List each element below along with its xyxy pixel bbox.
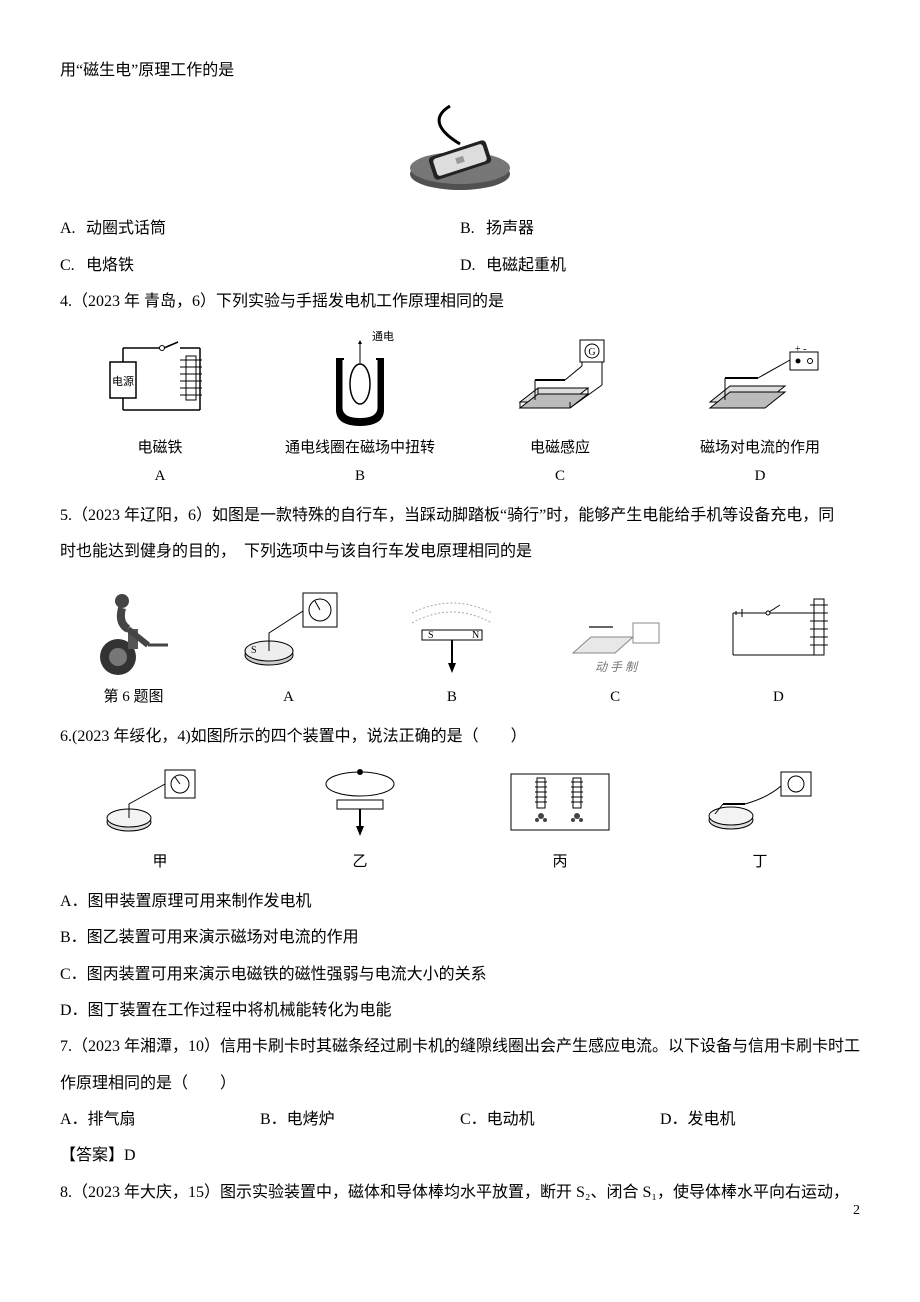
q4-figA-caption: 电磁铁	[60, 434, 260, 463]
q4-figB-letter: B	[260, 462, 460, 491]
q5-figD: D	[697, 583, 860, 712]
q4-figB-caption: 通电线圈在磁场中扭转	[260, 434, 460, 463]
q5-figA-letter: A	[207, 683, 370, 712]
q5-stem-l2: 时也能达到健身的目的， 下列选项中与该自行车发电原理相同的是	[60, 537, 860, 567]
q6-figures: 甲 乙 丙	[60, 764, 860, 877]
force-on-current-icon: + -	[690, 330, 830, 430]
svg-text:S: S	[428, 630, 434, 641]
svg-text:G: G	[588, 347, 595, 358]
q6-fig4: 丁	[660, 764, 860, 877]
q6-fig3-icon	[495, 764, 625, 844]
q3-optB-text: 扬声器	[486, 220, 534, 237]
q6-stem: 6.(2023 年绥化，4)如图所示的四个装置中，说法正确的是（ ）	[60, 722, 860, 752]
q4-figD: + - 磁场对电流的作用 D	[660, 330, 860, 491]
q5-figC-letter: C	[533, 683, 696, 712]
q7-optB: B．电烤炉	[260, 1105, 460, 1135]
q6-fig3: 丙	[460, 764, 660, 877]
electromagnet-icon: 电源	[90, 330, 230, 430]
svg-text:电源: 电源	[112, 374, 134, 388]
q7-answer: 【答案】D	[60, 1141, 860, 1171]
q4-figA-letter: A	[60, 462, 260, 491]
coil-in-field-icon: 通电	[290, 330, 430, 430]
svg-text:N: N	[472, 630, 479, 641]
q4-figB: 通电 通电线圈在磁场中扭转 B	[260, 330, 460, 491]
q7-optC: C．电动机	[460, 1105, 660, 1135]
q6-fig1-icon	[95, 764, 225, 844]
figure-wireless-charger	[60, 98, 860, 198]
q3-row1: A.动圈式话筒 B.扬声器	[60, 214, 860, 244]
q6-cap2: 乙	[260, 848, 460, 877]
q6-cap3: 丙	[460, 848, 660, 877]
q5-stem-l1: 5.（2023 年辽阳，6）如图是一款特殊的自行车，当踩动脚踏板“骑行”时，能够…	[60, 501, 860, 531]
q5-bike-caption: 第 6 题图	[60, 683, 207, 712]
q5-optD-icon	[718, 583, 838, 683]
q4-figD-caption: 磁场对电流的作用	[660, 434, 860, 463]
q3-option-b: B.扬声器	[460, 214, 860, 244]
exercise-bike-icon	[78, 579, 188, 679]
q5-optC-icon: 动 手 制	[555, 583, 675, 683]
svg-text:通电: 通电	[372, 330, 394, 343]
q3-optD-text: 电磁起重机	[486, 257, 566, 274]
q5-figB: S N B	[370, 583, 533, 712]
q4-figC-caption: 电磁感应	[460, 434, 660, 463]
intro-line: 用“磁生电”原理工作的是	[60, 56, 860, 86]
q5-figD-letter: D	[697, 683, 860, 712]
q6-optA: A．图甲装置原理可用来制作发电机	[60, 887, 860, 917]
q7-stem-l1: 7.（2023 年湘潭，10）信用卡刷卡时其磁条经过刷卡机的缝隙线圈出会产生感应…	[60, 1032, 860, 1062]
q6-cap1: 甲	[60, 848, 260, 877]
q4-figC: G 电磁感应 C	[460, 330, 660, 491]
q5-optA-icon: S	[229, 583, 349, 683]
q3-row2: C.电烙铁 D.电磁起重机	[60, 251, 860, 281]
q5-bike: 第 6 题图	[60, 579, 207, 712]
q6-optD: D．图丁装置在工作过程中将机械能转化为电能	[60, 996, 860, 1026]
q3-option-a: A.动圈式话筒	[60, 214, 460, 244]
wireless-charger-icon	[390, 98, 530, 198]
q4-figA: 电源 电磁铁 A	[60, 330, 260, 491]
q6-fig4-icon	[695, 764, 825, 844]
q4-figures: 电源 电磁铁 A 通电 通电	[60, 330, 860, 491]
q3-optA-text: 动圈式话筒	[86, 220, 166, 237]
svg-text:动 手 制: 动 手 制	[595, 660, 639, 674]
q5-figC: 动 手 制 C	[533, 583, 696, 712]
em-induction-icon: G	[490, 330, 630, 430]
q7-optA: A．排气扇	[60, 1105, 260, 1135]
svg-text:+ -: + -	[795, 344, 806, 355]
q5-figB-letter: B	[370, 683, 533, 712]
q5-figA: S A	[207, 583, 370, 712]
q6-cap4: 丁	[660, 848, 860, 877]
q4-stem: 4.（2023 年 青岛，6）下列实验与手摇发电机工作原理相同的是	[60, 287, 860, 317]
q6-fig2-icon	[295, 764, 425, 844]
q7-stem-l2: 作原理相同的是（ ）	[60, 1069, 860, 1099]
q6-fig1: 甲	[60, 764, 260, 877]
q3-optC-text: 电烙铁	[86, 257, 134, 274]
q6-fig2: 乙	[260, 764, 460, 877]
svg-text:S: S	[251, 645, 257, 656]
q6-optB: B．图乙装置可用来演示磁场对电流的作用	[60, 923, 860, 953]
q5-optB-icon: S N	[392, 583, 512, 683]
page-number: 2	[853, 1198, 860, 1225]
q5-figures: 第 6 题图 S A S N B 动 手 制	[60, 579, 860, 712]
q8-stem: 8.（2023 年大庆，15）图示实验装置中，磁体和导体棒均水平放置，断开 S₂…	[60, 1178, 860, 1208]
q3-option-d: D.电磁起重机	[460, 251, 860, 281]
q3-option-c: C.电烙铁	[60, 251, 460, 281]
q4-figC-letter: C	[460, 462, 660, 491]
q6-optC: C．图丙装置可用来演示电磁铁的磁性强弱与电流大小的关系	[60, 960, 860, 990]
q7-optD: D．发电机	[660, 1105, 860, 1135]
q4-figD-letter: D	[660, 462, 860, 491]
q7-options: A．排气扇 B．电烤炉 C．电动机 D．发电机	[60, 1105, 860, 1135]
